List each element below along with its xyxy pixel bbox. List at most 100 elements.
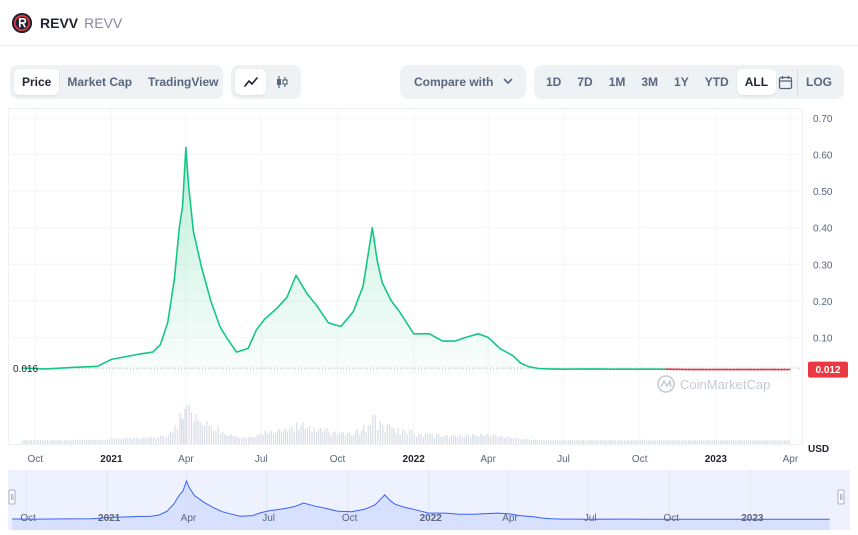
volume-bar [459,435,460,444]
x-tick-label: Oct [27,454,43,465]
volume-bar [644,440,645,444]
volume-bar [206,421,207,444]
volume-bar [576,440,577,444]
navigator-left-handle[interactable] [9,490,15,504]
volume-bar [737,440,738,444]
range-1m[interactable]: 1M [601,69,634,95]
nav-tick-label: Oct [20,513,36,524]
volume-bar [363,425,364,444]
volume-bar [604,440,605,444]
volume-bar [686,440,687,444]
volume-bar [537,440,538,444]
volume-bar [564,440,565,444]
log-scale-toggle[interactable]: LOG [797,69,840,95]
revv-logo-icon [12,13,32,33]
volume-bar [256,435,257,444]
tab-price[interactable]: Price [14,69,59,95]
nav-tick-label: 2022 [420,513,443,524]
volume-bar [93,440,94,444]
volume-bar [337,435,338,444]
volume-bar [624,440,625,444]
volume-bar [292,426,293,444]
price-chart-svg[interactable]: CoinMarketCap 0.700.600.500.400.300.200.… [8,108,858,468]
volume-bar [746,440,747,444]
start-price-label: 0.016 [13,364,38,375]
volume-bar [191,412,192,444]
volume-bar [359,434,360,444]
volume-bar [330,435,331,444]
volume-bar [391,428,392,444]
volume-bar [40,440,41,444]
navigator-right-handle[interactable] [838,490,844,504]
volume-bar [670,440,671,444]
volume-bar [516,438,517,444]
volume-bar [468,435,469,444]
range-1d[interactable]: 1D [538,69,569,95]
volume-bar [347,433,348,444]
volume-bar [529,440,530,444]
nav-tick-label: Apr [502,513,518,524]
volume-bar [285,429,286,444]
volume-bar [688,440,689,444]
volume-bar [281,433,282,444]
volume-bar [33,440,34,444]
range-ytd[interactable]: YTD [697,69,737,95]
volume-bar [773,440,774,444]
volume-bar [195,414,196,444]
calendar-icon[interactable] [776,69,795,95]
range-all[interactable]: ALL [737,69,776,95]
y-tick-label: 0.70 [813,114,833,125]
volume-bar [125,438,126,444]
y-tick-label: 0.60 [813,151,833,162]
volume-bar [153,437,154,444]
volume-bar [697,440,698,444]
range-7d[interactable]: 7D [569,69,600,95]
volume-bar [132,439,133,444]
volume-bar [389,425,390,444]
volume-bar [202,425,203,444]
volume-bar [722,440,723,444]
volume-bar [552,440,553,444]
coin-name: REVV [40,15,78,31]
volume-bar [365,432,366,444]
tab-market-cap[interactable]: Market Cap [59,69,140,95]
chart-toolbar: Price Market Cap TradingView Compare wit… [0,65,858,99]
volume-bar [705,440,706,444]
volume-bar [147,439,148,444]
volume-bar [31,440,32,444]
volume-bar [151,438,152,444]
volume-bar [145,438,146,444]
volume-bar [343,432,344,444]
range-1y[interactable]: 1Y [666,69,697,95]
line-chart-icon[interactable] [235,69,266,95]
volume-bar [324,429,325,444]
volume-bar [613,440,614,444]
x-tick-label: Apr [480,454,496,465]
volume-bar [668,440,669,444]
tab-tradingview[interactable]: TradingView [140,69,226,95]
volume-bar [95,440,96,444]
volume-bar [631,440,632,444]
volume-bar [606,440,607,444]
volume-bar [267,434,268,444]
compare-with-dropdown[interactable]: Compare with [400,65,526,99]
volume-bar [186,406,187,444]
volume-bar [694,440,695,444]
volume-bar [215,431,216,444]
price-area-fill [22,147,550,374]
volume-bar [230,434,231,444]
coin-header: REVV REVV [0,0,858,46]
volume-bar [58,440,59,444]
volume-bar [172,433,173,444]
range-3m[interactable]: 3M [633,69,666,95]
volume-bar [70,440,71,444]
volume-bar [598,440,599,444]
volume-bar [29,440,30,444]
volume-bar [617,440,618,444]
volume-bar [77,440,78,444]
volume-bar [246,438,247,444]
volume-bar [269,432,270,444]
candlestick-icon[interactable] [266,69,297,95]
